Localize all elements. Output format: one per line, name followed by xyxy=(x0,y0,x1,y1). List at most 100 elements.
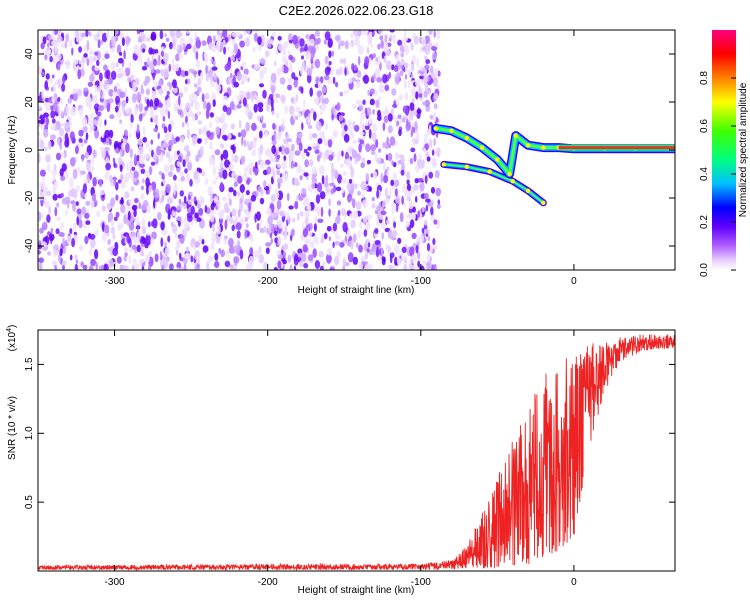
noise-speckle xyxy=(142,136,147,143)
noise-speckle xyxy=(397,114,402,119)
noise-speckle xyxy=(336,200,342,206)
noise-speckle xyxy=(107,238,111,246)
noise-speckle xyxy=(192,44,197,54)
noise-speckle xyxy=(418,85,422,94)
noise-speckle xyxy=(184,253,190,259)
noise-speckle xyxy=(215,41,220,50)
noise-speckle xyxy=(324,56,329,65)
noise-speckle xyxy=(92,33,97,40)
noise-speckle xyxy=(328,60,332,66)
noise-speckle xyxy=(153,153,158,162)
noise-speckle xyxy=(401,195,404,205)
noise-speckle xyxy=(194,252,198,260)
noise-speckle xyxy=(306,151,310,157)
noise-speckle xyxy=(214,260,220,269)
snr-x-label: Height of straight line (km) xyxy=(298,585,415,596)
noise-speckle xyxy=(124,67,131,77)
noise-speckle xyxy=(431,45,438,52)
noise-speckle xyxy=(293,255,299,266)
noise-speckle xyxy=(389,136,396,146)
noise-speckle xyxy=(115,194,119,201)
noise-speckle xyxy=(81,206,87,216)
noise-speckle xyxy=(301,55,304,60)
noise-speckle xyxy=(60,221,64,230)
noise-speckle xyxy=(183,263,187,270)
noise-speckle xyxy=(73,58,79,65)
noise-speckle xyxy=(369,186,372,192)
noise-speckle xyxy=(205,108,210,119)
noise-speckle xyxy=(270,72,277,83)
noise-speckle xyxy=(334,35,341,41)
noise-speckle xyxy=(434,67,439,78)
noise-speckle xyxy=(393,244,400,255)
noise-speckle xyxy=(57,104,61,115)
noise-speckle xyxy=(350,132,355,139)
noise-speckle xyxy=(422,101,427,106)
noise-speckle xyxy=(392,33,397,44)
noise-speckle xyxy=(202,100,208,110)
noise-speckle xyxy=(59,127,64,137)
noise-speckle xyxy=(69,131,75,141)
noise-speckle xyxy=(150,161,156,166)
noise-speckle xyxy=(65,209,68,216)
noise-speckle xyxy=(414,120,418,131)
x-tick-label: 0 xyxy=(571,577,577,588)
noise-speckle xyxy=(51,96,56,103)
noise-speckle xyxy=(71,237,76,248)
secondary-track-point xyxy=(541,200,546,205)
noise-speckle xyxy=(321,261,326,267)
noise-speckle xyxy=(340,163,344,168)
noise-speckle xyxy=(342,170,348,176)
noise-speckle xyxy=(131,204,138,211)
noise-speckle xyxy=(367,89,370,96)
noise-speckle xyxy=(88,50,95,56)
noise-speckle xyxy=(250,93,254,103)
noise-speckle xyxy=(80,170,86,175)
noise-speckle xyxy=(293,97,297,106)
noise-speckle xyxy=(244,167,248,173)
noise-speckle xyxy=(132,264,135,270)
noise-speckle xyxy=(288,54,294,61)
noise-speckle xyxy=(425,198,431,203)
noise-speckle xyxy=(265,149,269,156)
noise-speckle xyxy=(317,154,320,162)
noise-speckle xyxy=(437,204,441,209)
noise-speckle xyxy=(393,100,397,108)
noise-speckle xyxy=(423,148,427,153)
colorbar-tick-label: 0.2 xyxy=(699,215,710,229)
noise-speckle xyxy=(43,128,49,138)
spectrogram-x-label: Height of straight line (km) xyxy=(298,285,415,296)
noise-speckle xyxy=(76,166,81,172)
noise-speckle xyxy=(274,187,278,196)
noise-speckle xyxy=(324,232,328,240)
noise-speckle xyxy=(314,216,319,225)
noise-speckle xyxy=(409,157,414,165)
noise-speckle xyxy=(93,118,97,125)
noise-speckle xyxy=(52,83,57,93)
noise-speckle xyxy=(161,173,165,180)
noise-speckle xyxy=(147,221,151,228)
noise-speckle xyxy=(270,237,273,245)
noise-speckle xyxy=(393,179,400,187)
noise-speckle xyxy=(304,216,309,226)
noise-speckle xyxy=(307,117,311,124)
noise-speckle xyxy=(172,79,177,89)
noise-speckle xyxy=(250,234,254,243)
noise-speckle xyxy=(228,245,235,254)
noise-speckle xyxy=(413,153,417,163)
noise-speckle xyxy=(194,200,198,206)
noise-speckle xyxy=(272,122,276,130)
noise-speckle xyxy=(115,82,121,87)
noise-speckle xyxy=(146,185,149,195)
noise-speckle xyxy=(228,187,234,193)
noise-speckle xyxy=(359,219,363,230)
noise-speckle xyxy=(407,79,411,89)
noise-speckle xyxy=(347,145,353,154)
noise-speckle xyxy=(99,146,105,153)
x-tick-label: -100 xyxy=(411,577,431,588)
noise-speckle xyxy=(38,119,44,124)
noise-speckle xyxy=(103,64,108,71)
noise-speckle xyxy=(317,138,323,145)
noise-speckle xyxy=(350,239,354,250)
noise-speckle xyxy=(195,154,200,163)
